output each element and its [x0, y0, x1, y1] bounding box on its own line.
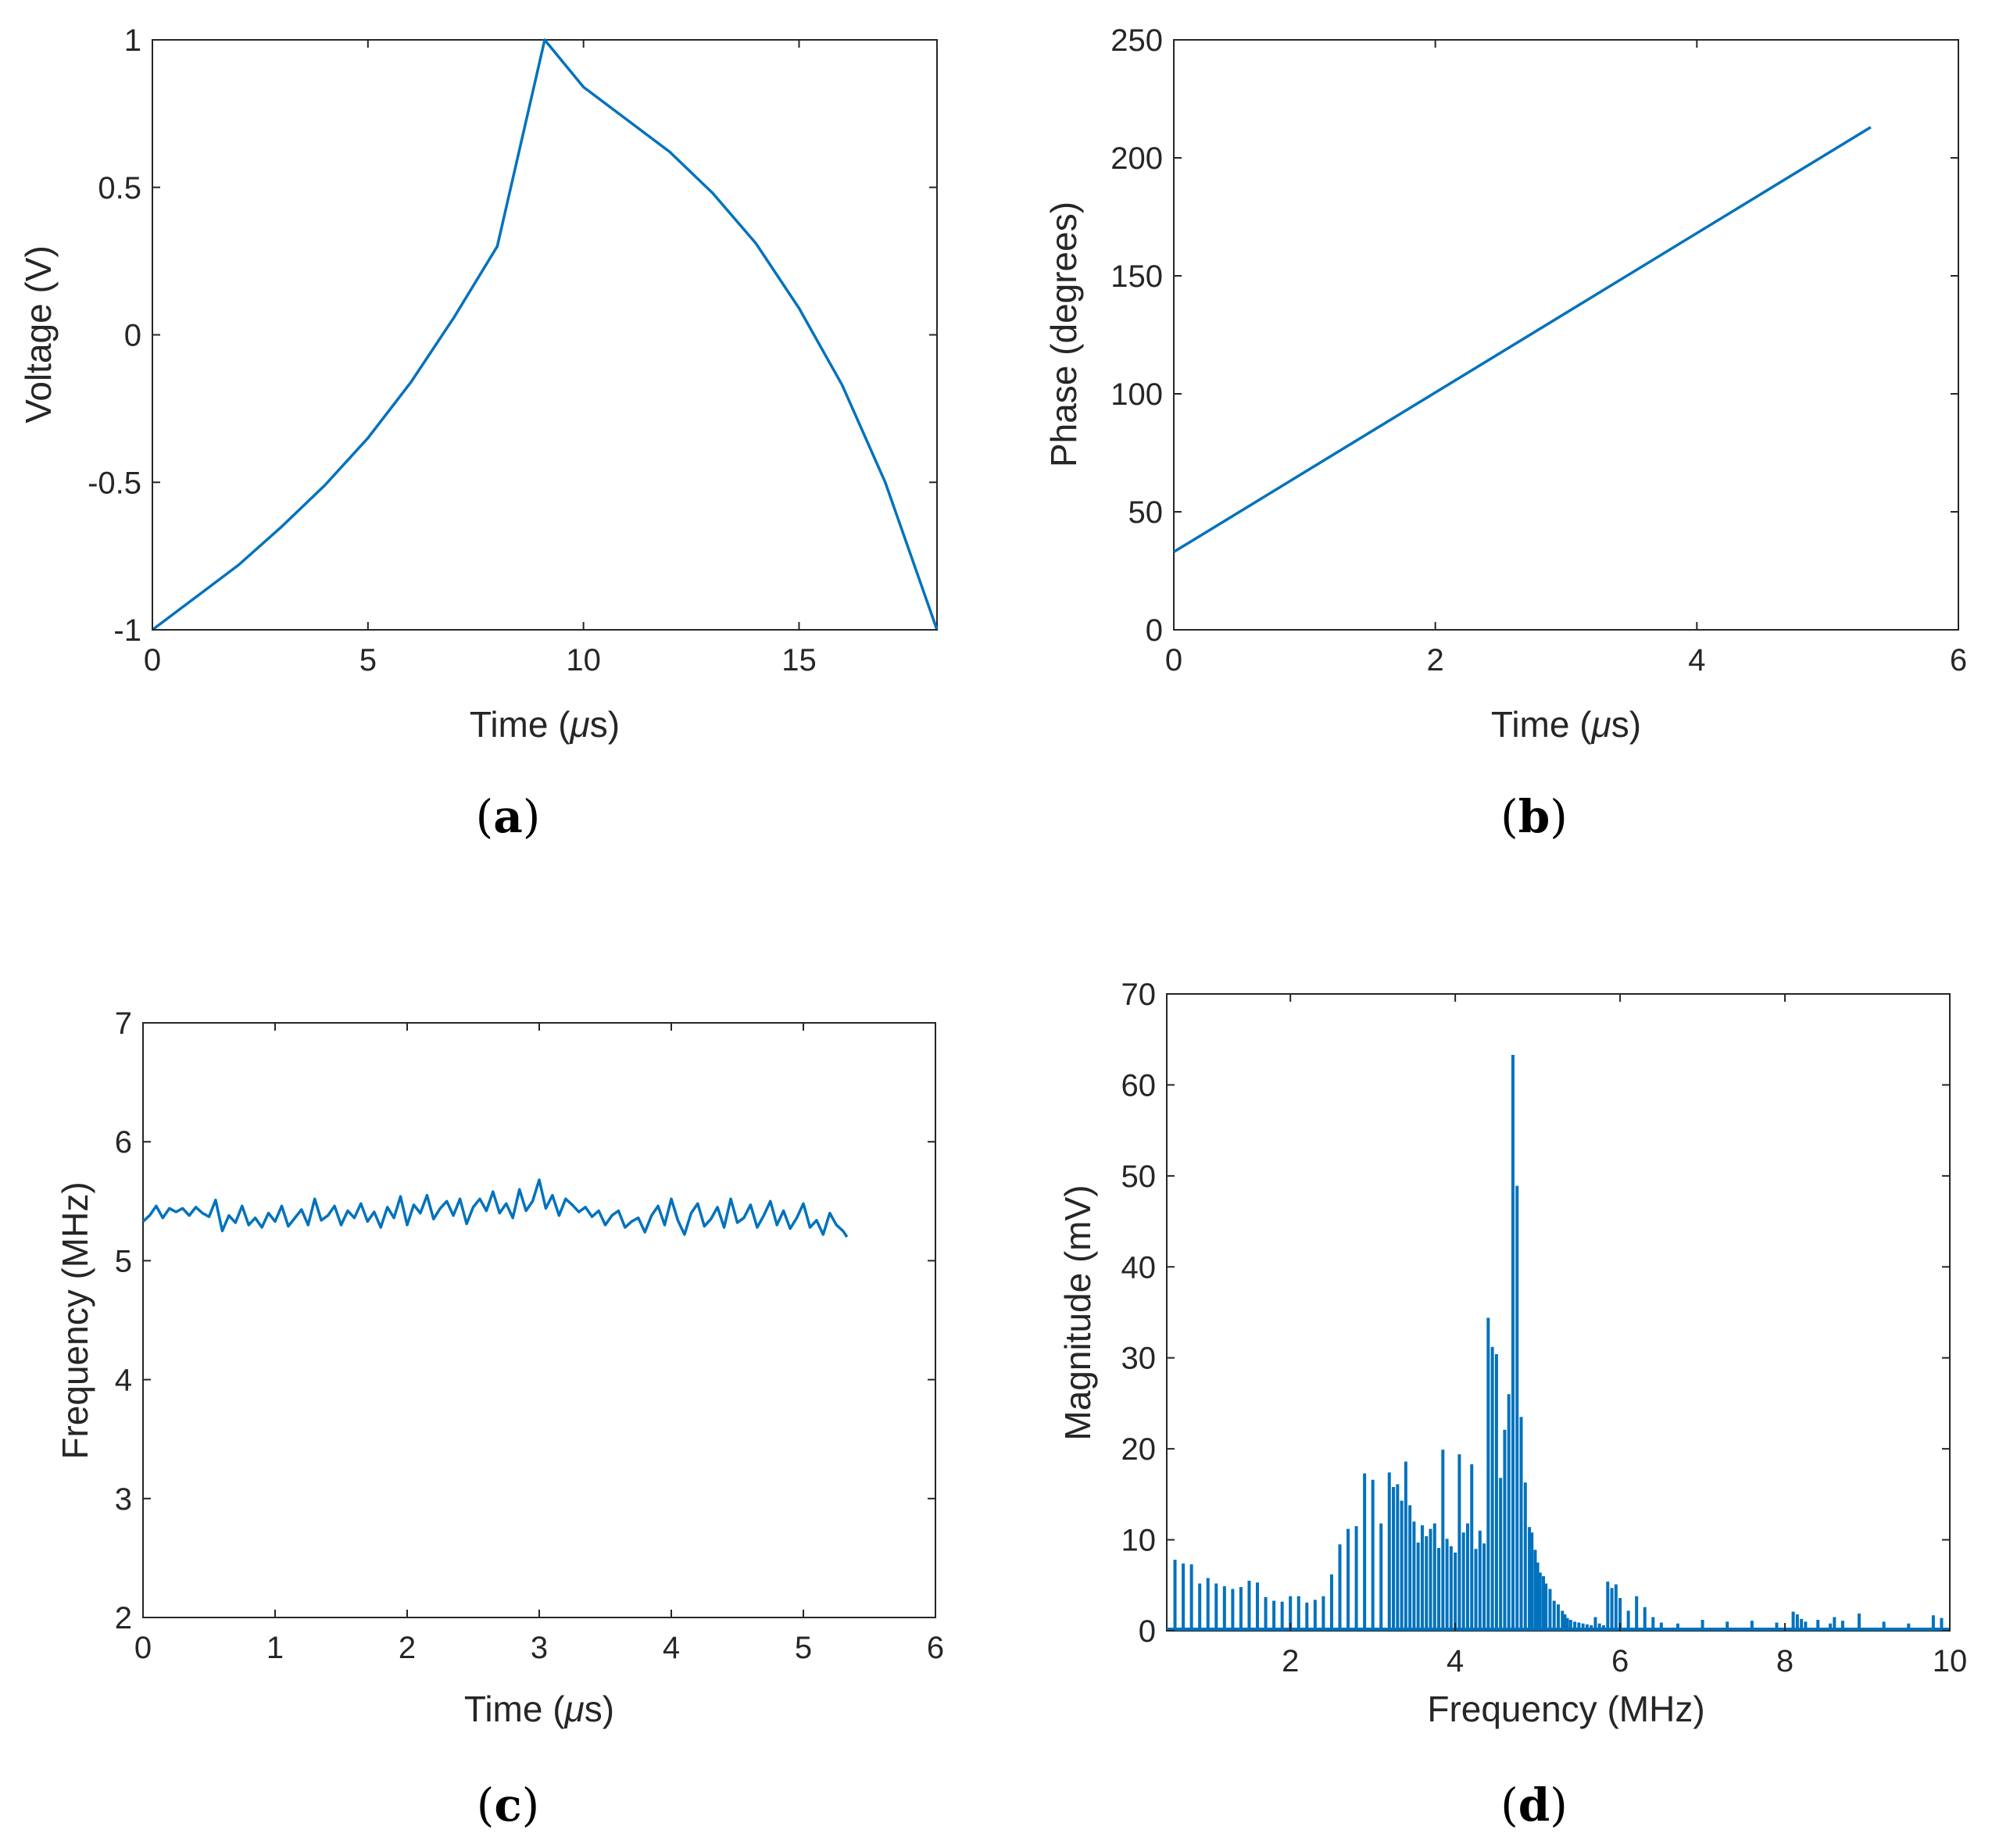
panel-d-xlabel: Frequency (MHz): [1427, 1689, 1704, 1729]
panel-a-series-line: [151, 38, 939, 631]
panel-b-xtick-label: 0: [1165, 643, 1182, 677]
panel-d-plot-area: [1166, 993, 1951, 1632]
panel-c-xlabel: Time (μs): [464, 1689, 614, 1729]
panel-b-ytick-label: 200: [1110, 141, 1163, 176]
panel-d-ytick-label: 10: [1121, 1524, 1157, 1558]
panel-b-series: [1173, 126, 1872, 553]
panel-d-xtick-label: 4: [1447, 1644, 1464, 1678]
panel-b: 0 2 4 6 0 50 100 150 200 250 Time (μs) Phase (deg…: [1043, 23, 1967, 843]
panel-c-ylabel: Frequency (MHz): [55, 1181, 95, 1459]
panel-a-plot-area: [152, 39, 938, 631]
panel-c-xtick-label: 2: [399, 1631, 416, 1665]
panel-a-caption: (a): [476, 790, 541, 843]
panel-b-caption: (b): [1500, 790, 1568, 843]
panel-c-ytick-label: 5: [115, 1244, 132, 1278]
panel-a-ytick-label: -0.5: [88, 466, 141, 500]
panel-a-xlabel: Time (μs): [470, 704, 620, 745]
panel-c-xtick-label: 6: [927, 1631, 944, 1665]
panel-c-xtick-label: 1: [266, 1631, 284, 1665]
panel-c-plot-area: [142, 1022, 936, 1618]
panel-c-series: [141, 1178, 849, 1238]
panel-b-ytick-label: 0: [1146, 613, 1163, 648]
panel-a-ytick-label: 1: [124, 23, 141, 58]
panel-c-ticks: 0 1 2 3 4 5 6 2 3 4 5 6 7: [115, 1006, 944, 1665]
panel-d-series: [1167, 1055, 1950, 1631]
panel-c-ytick-label: 4: [115, 1364, 132, 1398]
panel-d-ytick-label: 40: [1121, 1250, 1157, 1285]
panel-d-ytick-label: 70: [1121, 978, 1157, 1012]
panel-b-ytick-label: 50: [1128, 495, 1164, 530]
panel-a-ytick-label: 0: [124, 319, 141, 353]
panel-c-ytick-label: 2: [115, 1601, 132, 1635]
panel-d-ytick-label: 50: [1121, 1160, 1157, 1194]
panel-d: 2 4 6 8 10 0 10 20 30 40 50 60 70 Frequency (MHz) Ma…: [1057, 978, 1967, 1832]
panel-d-ytick-label: 0: [1139, 1614, 1156, 1649]
panel-a-ytick-label: 0.5: [98, 171, 141, 206]
panel-a-xtick-label: 5: [359, 643, 377, 677]
panel-b-xtick-label: 6: [1950, 643, 1967, 677]
panel-c-ytick-label: 6: [115, 1125, 132, 1160]
panel-c-xtick-label: 3: [531, 1631, 548, 1665]
panel-a-xtick-label: 10: [566, 643, 601, 677]
panel-d-xtick-label: 2: [1282, 1644, 1299, 1678]
panel-d-ylabel: Magnitude (mV): [1057, 1185, 1098, 1440]
panel-a: 0 5 10 15-1-0.500.51 Time (μs) Voltage (V) …: [18, 23, 939, 843]
panel-a-ytick-label: -1: [113, 613, 141, 648]
panel-b-ylabel: Phase (degrees): [1043, 202, 1084, 467]
panel-c-caption: (c): [477, 1778, 540, 1832]
panel-c-ytick-label: 3: [115, 1482, 132, 1517]
panel-b-xlabel: Time (μs): [1491, 704, 1641, 745]
panel-b-ytick-label: 250: [1110, 23, 1163, 58]
panel-d-ytick-label: 20: [1121, 1432, 1157, 1467]
panel-b-plot-area: [1173, 39, 1959, 631]
panel-a-series: [151, 38, 939, 631]
panel-a-ylabel: Voltage (V): [18, 245, 59, 424]
panel-d-xtick-label: 6: [1611, 1644, 1629, 1678]
panel-d-ytick-label: 30: [1121, 1342, 1157, 1376]
panel-b-xtick-label: 2: [1427, 643, 1444, 677]
panel-c-xtick-label: 4: [663, 1631, 680, 1665]
panel-b-ytick-label: 100: [1110, 377, 1163, 412]
panel-d-xtick-label: 10: [1933, 1644, 1968, 1678]
panel-b-xtick-label: 4: [1688, 643, 1705, 677]
panel-b-ytick-label: 150: [1110, 259, 1163, 294]
panel-d-xtick-label: 8: [1776, 1644, 1794, 1678]
panel-b-series-line: [1173, 126, 1872, 553]
panel-b-ticks: 0 2 4 6 0 50 100 150 200 250: [1110, 23, 1967, 677]
panel-a-xtick-label: 15: [781, 643, 817, 677]
panel-c-xtick-label: 5: [795, 1631, 812, 1665]
panel-c-xtick-label: 0: [134, 1631, 152, 1665]
panel-c-series-line: [141, 1178, 849, 1238]
panel-a-ticks: 0 5 10 15 -1 -0.5 0 0.5 1: [88, 23, 937, 677]
panel-d-ticks: 2 4 6 8 10 0 10 20 30 40 50 60 70: [1121, 978, 1968, 1678]
panel-c-ytick-label: 7: [115, 1006, 132, 1041]
panel-d-caption: (d): [1500, 1778, 1568, 1832]
panel-d-ytick-label: 60: [1121, 1068, 1157, 1103]
panel-a-xtick-label: 0: [144, 643, 161, 677]
